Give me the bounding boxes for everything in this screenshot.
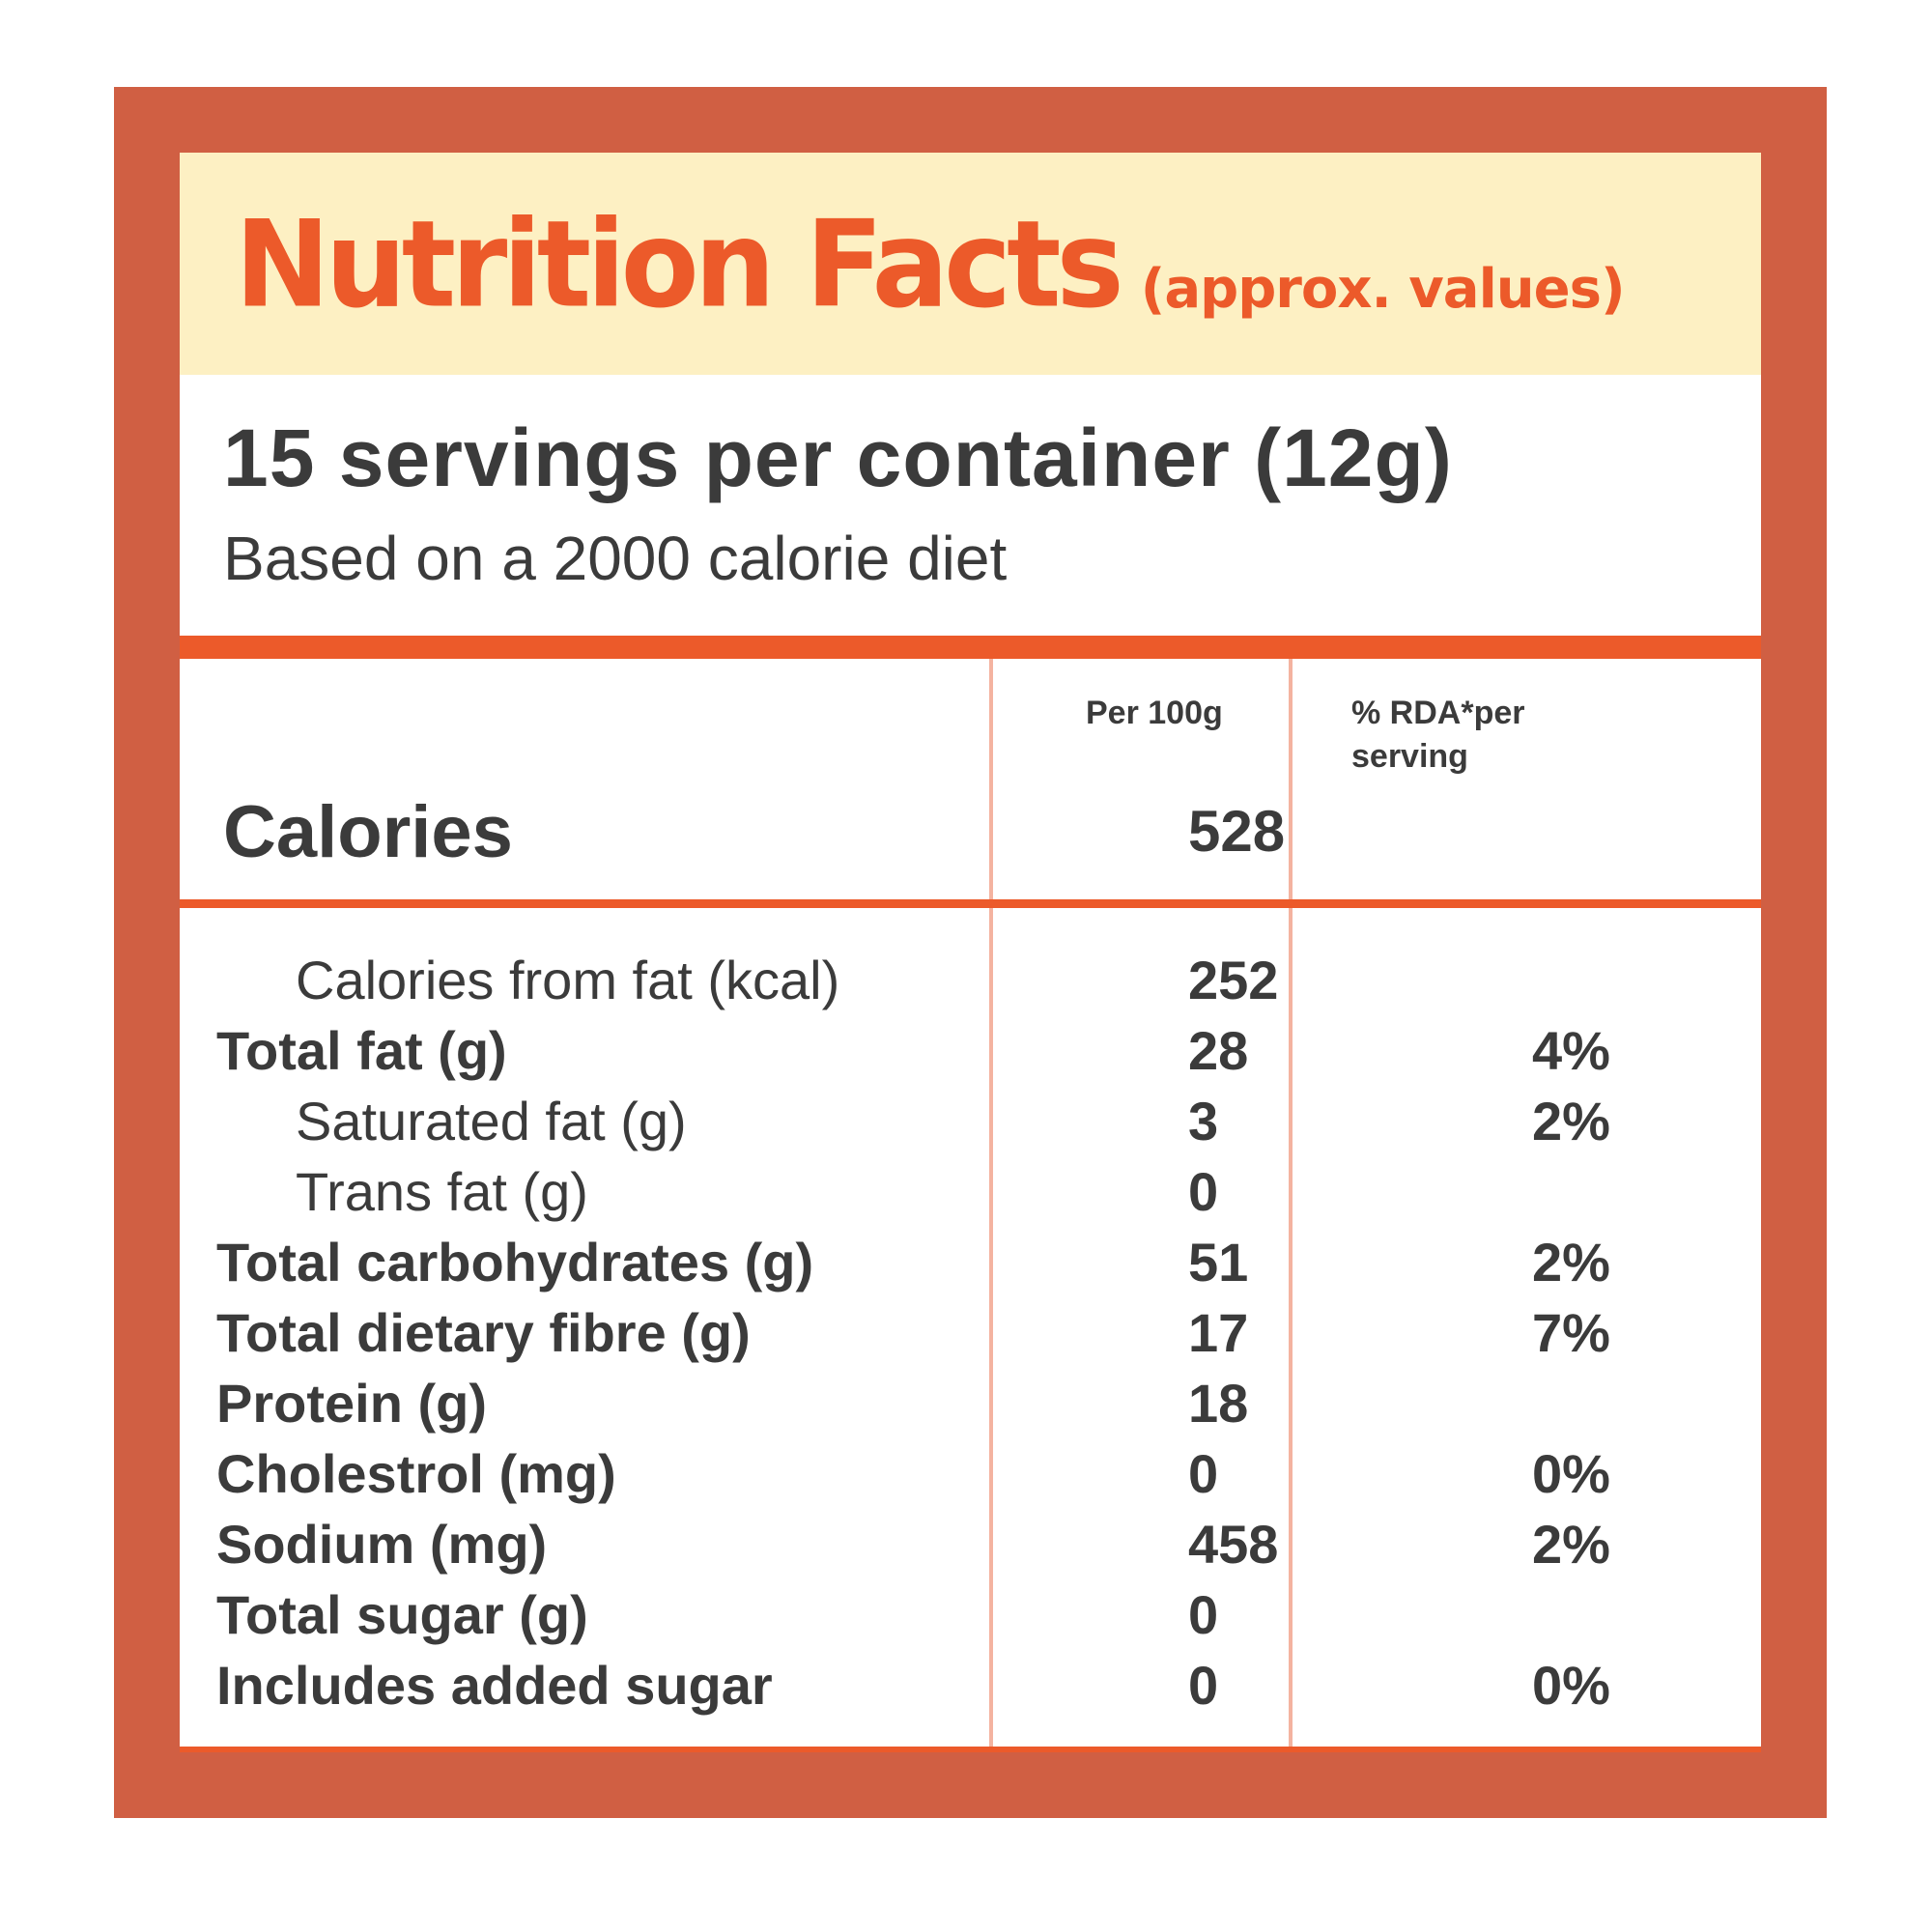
column-header-rda-line2: serving [1351, 738, 1468, 775]
nutrient-name: Cholestrol (mg) [216, 1443, 616, 1504]
calories-label: Calories [223, 791, 513, 873]
nutrient-row: Calories from fat (kcal) 252 [180, 945, 1761, 1015]
label-header: Nutrition Facts (approx. values) [180, 153, 1761, 375]
nutrient-row: Includes added sugar 0 0% [180, 1650, 1761, 1720]
nutrient-name: Trans fat (g) [296, 1161, 588, 1222]
nutrient-value: 0 [1188, 1655, 1219, 1716]
nutrient-name: Sodium (mg) [216, 1514, 548, 1575]
nutrient-rda: 4% [1532, 1020, 1610, 1081]
calories-value: 528 [1188, 799, 1286, 864]
nutrient-value: 28 [1188, 1020, 1249, 1081]
servings-text: 15 servings per container (12g) [223, 412, 1453, 503]
nutrient-name: Saturated fat (g) [296, 1091, 687, 1151]
column-divider-1 [989, 659, 993, 1747]
column-header-rda-line1: % RDA*per [1351, 695, 1525, 731]
nutrient-row: Saturated fat (g) 3 2% [180, 1086, 1761, 1156]
nutrient-rda: 0% [1532, 1443, 1610, 1504]
nutrient-rda: 2% [1532, 1514, 1610, 1575]
nutrient-rda: 2% [1532, 1232, 1610, 1293]
title-main: Nutrition Facts [235, 194, 1124, 334]
nutrient-value: 0 [1188, 1584, 1219, 1645]
nutrient-row: Total sugar (g) 0 [180, 1579, 1761, 1650]
nutrient-row: Trans fat (g) 0 [180, 1156, 1761, 1227]
nutrient-value: 51 [1188, 1232, 1249, 1293]
nutrient-row: Total dietary fibre (g) 17 7% [180, 1297, 1761, 1368]
nutrient-name: Protein (g) [216, 1373, 487, 1434]
nutrient-value: 17 [1188, 1302, 1249, 1363]
divider-bottom [180, 1747, 1761, 1752]
label-title: Nutrition Facts (approx. values) [235, 194, 1626, 334]
nutrient-row: Total fat (g) 28 4% [180, 1015, 1761, 1086]
nutrient-name: Total sugar (g) [216, 1584, 588, 1645]
nutrient-value: 458 [1188, 1514, 1279, 1575]
nutrient-name: Includes added sugar [216, 1655, 773, 1716]
nutrient-value: 0 [1188, 1443, 1219, 1504]
nutrient-rda: 7% [1532, 1302, 1610, 1363]
diet-note: Based on a 2000 calorie diet [223, 524, 1008, 593]
nutrient-row: Total carbohydrates (g) 51 2% [180, 1227, 1761, 1297]
column-header-per100g: Per 100g [1086, 695, 1223, 731]
nutrient-name: Total dietary fibre (g) [216, 1302, 751, 1363]
column-divider-2 [1289, 659, 1293, 1747]
nutrient-name: Calories from fat (kcal) [296, 950, 840, 1010]
nutrient-value: 0 [1188, 1161, 1219, 1222]
nutrient-row: Sodium (mg) 458 2% [180, 1509, 1761, 1579]
title-subtitle: (approx. values) [1140, 258, 1626, 321]
nutrient-value: 3 [1188, 1091, 1219, 1151]
nutrition-label: Nutrition Facts (approx. values) 15 serv… [180, 153, 1761, 1752]
nutrient-value: 252 [1188, 950, 1279, 1010]
nutrient-row: Protein (g) 18 [180, 1368, 1761, 1438]
nutrient-value: 18 [1188, 1373, 1249, 1434]
nutrient-table: Calories from fat (kcal) 252 Total fat (… [180, 945, 1761, 1720]
divider-mid [180, 899, 1761, 908]
nutrient-row: Cholestrol (mg) 0 0% [180, 1438, 1761, 1509]
nutrient-rda: 0% [1532, 1655, 1610, 1716]
label-frame: Nutrition Facts (approx. values) 15 serv… [114, 87, 1827, 1818]
nutrient-name: Total carbohydrates (g) [216, 1232, 814, 1293]
nutrient-rda: 2% [1532, 1091, 1610, 1151]
nutrient-name: Total fat (g) [216, 1020, 507, 1081]
divider-thick [180, 636, 1761, 659]
